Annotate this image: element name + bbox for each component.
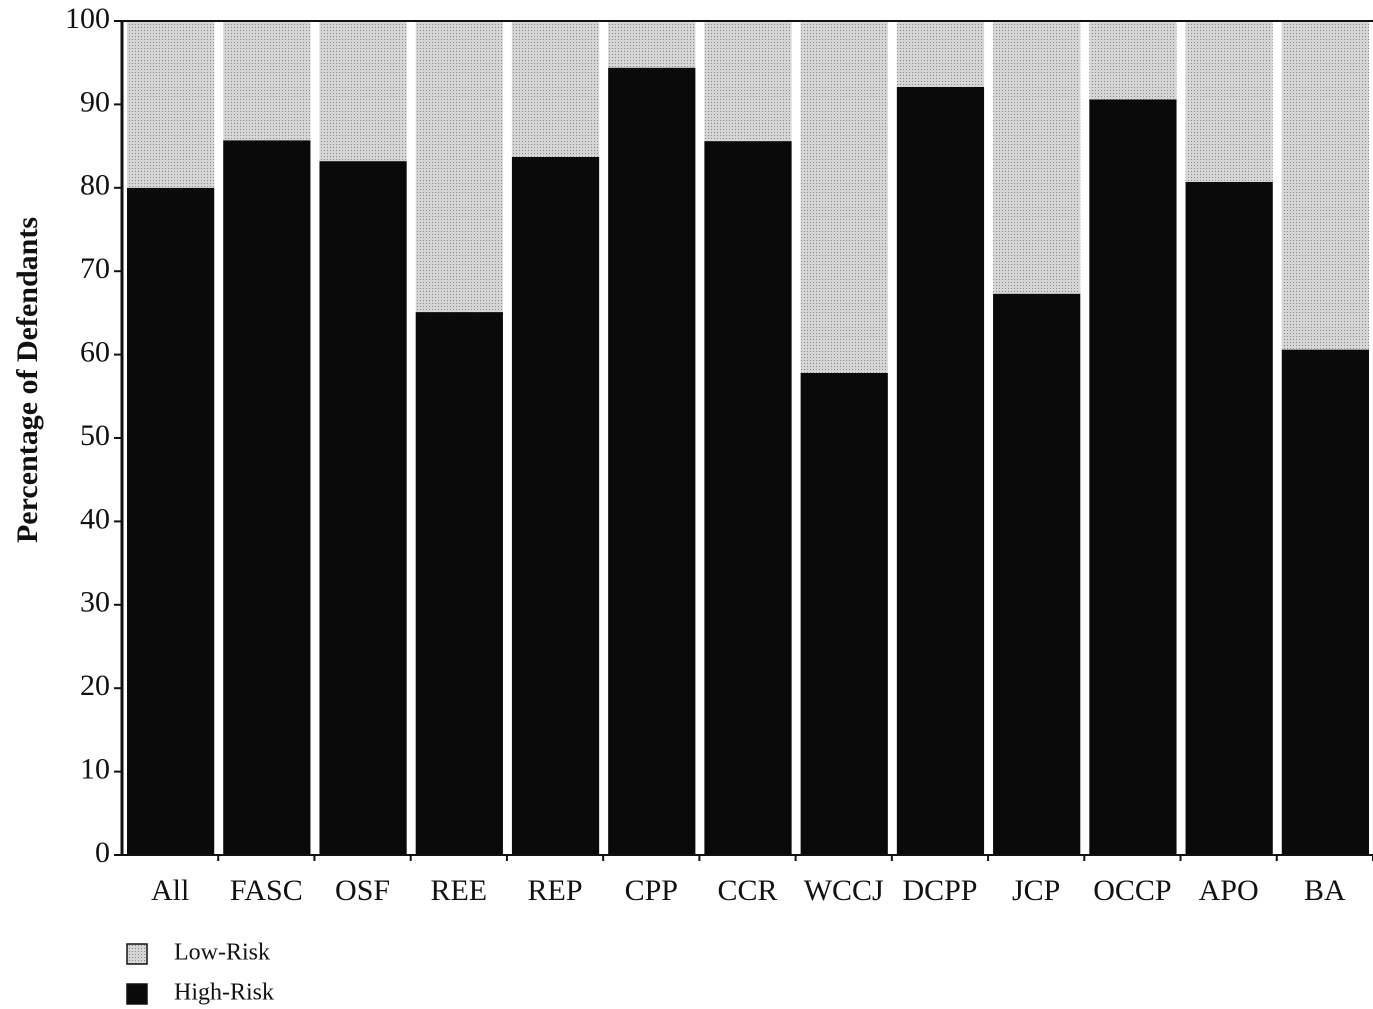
bar-segment (1281, 349, 1369, 855)
bar-segment (896, 86, 985, 856)
bar-segment (1281, 21, 1369, 350)
bar-segment (1089, 99, 1177, 856)
legend-swatch (126, 983, 148, 1005)
x-tick-label: WCCJ (804, 874, 884, 907)
y-tick-label: 80 (80, 169, 110, 202)
y-tick-label: 90 (80, 85, 110, 118)
y-tick-label: 100 (65, 2, 110, 35)
bar-segment (704, 141, 792, 855)
x-tick-label: OCCP (1093, 874, 1171, 907)
bar-segment (415, 21, 503, 313)
x-tick-label: All (151, 874, 189, 907)
x-tick-label: CCR (717, 874, 777, 907)
legend-swatch (126, 943, 148, 965)
x-tick-label: APO (1199, 874, 1259, 907)
bar-segment (319, 161, 407, 855)
legend-label: Low-Risk (174, 940, 270, 966)
bar-segment (1185, 181, 1273, 855)
bar-segment (993, 293, 1081, 855)
y-axis-label: Percentage of Defendants (11, 217, 44, 543)
legend-label: High-Risk (174, 980, 274, 1006)
y-tick-label: 30 (80, 586, 110, 619)
bar-segment (704, 21, 792, 142)
bar-segment (800, 372, 888, 855)
x-tick-label: REE (430, 874, 487, 907)
x-tick-label: REP (528, 874, 583, 907)
bar-segment (608, 67, 696, 856)
y-tick-label: 20 (80, 669, 110, 702)
bar-segment (415, 312, 503, 855)
y-tick-label: 0 (95, 836, 110, 869)
bar-segment (896, 21, 985, 87)
bar-segment (223, 140, 311, 856)
y-tick-label: 10 (80, 752, 110, 785)
y-tick-label: 60 (80, 335, 110, 368)
bar-segment (511, 156, 600, 855)
x-tick-label: BA (1304, 874, 1346, 907)
y-tick-label: 40 (80, 502, 110, 535)
bar-segment (800, 21, 888, 373)
y-tick-label: 70 (80, 252, 110, 285)
x-tick-label: FASC (230, 874, 303, 907)
bar-segment (319, 21, 407, 162)
x-tick-label: DCPP (902, 874, 977, 907)
bar-segment (127, 187, 215, 856)
x-tick-label: CPP (625, 874, 678, 907)
x-tick-label: OSF (335, 874, 390, 907)
bar-segment (223, 21, 311, 141)
bar-segment (127, 21, 215, 188)
y-tick-label: 50 (80, 419, 110, 452)
bar-segment (1185, 21, 1273, 182)
bar-segment (1089, 21, 1177, 100)
bar-segment (608, 21, 696, 68)
bar-segment (993, 21, 1081, 294)
x-tick-label: JCP (1012, 874, 1060, 907)
bar-segment (511, 21, 600, 157)
